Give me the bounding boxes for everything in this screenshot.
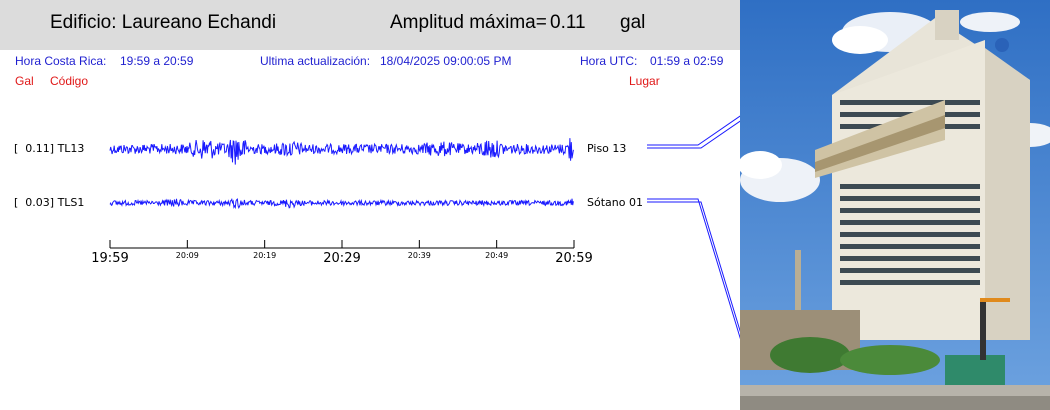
cr-time-range: 19:59 a 20:59 xyxy=(120,54,194,68)
waveform-tl13 xyxy=(109,138,574,165)
connector-piso-13-inner xyxy=(647,120,740,149)
cr-time-label: Hora Costa Rica: xyxy=(15,54,107,68)
channel-label-tl13: [ 0.11] TL13 xyxy=(14,142,85,155)
time-axis-tick-label: 20:59 xyxy=(555,251,592,266)
max-amplitude-unit: gal xyxy=(620,12,646,33)
waveform-tls1 xyxy=(109,198,574,210)
time-axis-tick-label: 20:29 xyxy=(323,251,360,266)
update-label: Ultima actualización: xyxy=(260,54,371,68)
connector-sotano-01 xyxy=(647,198,740,340)
time-axis-tick-label: 20:49 xyxy=(485,251,508,260)
max-amplitude-value: 0.11 xyxy=(550,12,586,33)
building-photo xyxy=(740,0,1050,410)
building-title: Edificio: Laureano Echandi xyxy=(50,12,277,33)
update-value: 18/04/2025 09:00:05 PM xyxy=(380,54,512,68)
channel-label-tls1: [ 0.03] TLS1 xyxy=(14,196,85,209)
time-axis-tick-label: 20:09 xyxy=(176,251,199,260)
column-gal: Gal xyxy=(15,74,34,88)
time-axis: 19:59 20:09 20:19 20:29 20:39 20:49 20:59 xyxy=(91,240,593,266)
header-bar xyxy=(0,0,740,50)
utc-time-range: 01:59 a 02:59 xyxy=(650,54,724,68)
time-axis-tick-label: 20:39 xyxy=(408,251,431,260)
utc-time-label: Hora UTC: xyxy=(580,54,638,68)
place-piso-13: Piso 13 xyxy=(587,142,627,155)
place-sotano-01: Sótano 01 xyxy=(587,196,643,209)
connector-piso-13 xyxy=(647,115,740,146)
time-axis-tick-label: 20:19 xyxy=(253,251,276,260)
column-place: Lugar xyxy=(629,74,660,88)
seismograph-panel: 19:59 20:09 20:19 20:29 20:39 20:49 20:59 xyxy=(91,115,740,340)
column-code: Código xyxy=(50,74,89,88)
time-axis-tick-label: 19:59 xyxy=(91,251,128,266)
connector-sotano-01-inner xyxy=(647,201,740,333)
max-amplitude-label: Amplitud máxima= xyxy=(390,12,547,33)
